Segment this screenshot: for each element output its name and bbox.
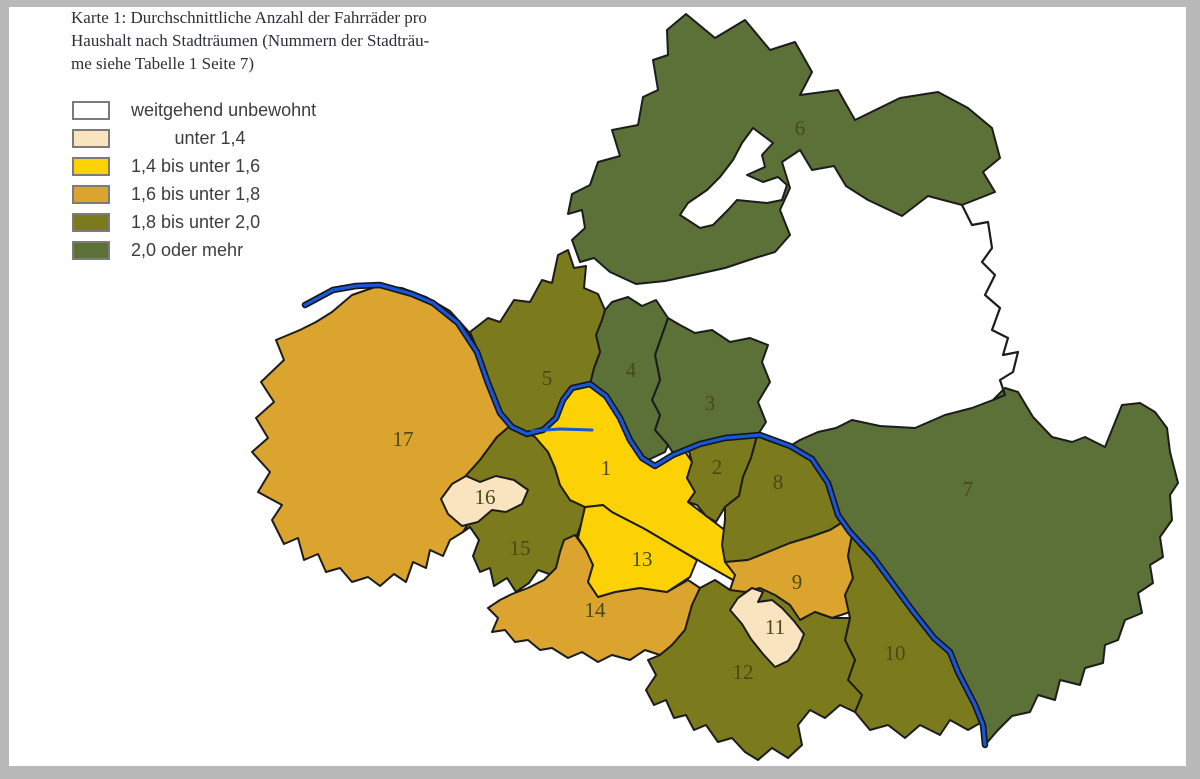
- legend-label-1: unter 1,4: [174, 127, 246, 148]
- map-title-line2: Haushalt nach Stadträumen (Nummern der S…: [71, 30, 430, 50]
- city-boundary-east: [961, 204, 1020, 402]
- region-label-1: 1: [601, 456, 612, 480]
- region-label-2: 2: [712, 455, 723, 479]
- legend-swatch-0: [72, 100, 110, 120]
- legend-row-2: 1,4 bis unter 1,6: [72, 152, 316, 180]
- river-side-channel: [530, 427, 594, 433]
- region-label-7: 7: [963, 477, 974, 501]
- legend-swatch-5: [72, 240, 110, 260]
- frame-bottom: [0, 766, 1200, 779]
- legend-label-3: 1,6 bis unter 1,8: [131, 183, 261, 204]
- legend-swatch-2: [72, 156, 110, 176]
- region-label-16: 16: [475, 485, 496, 509]
- legend-label-4: 1,8 bis unter 2,0: [131, 211, 261, 232]
- frame-right: [1186, 0, 1200, 779]
- region-11: [729, 587, 805, 668]
- region-16: [440, 475, 529, 527]
- map-title: Karte 1: Durchschnittliche Anzahl der Fa…: [71, 7, 481, 76]
- legend-swatch-4: [72, 212, 110, 232]
- region-6: [567, 13, 1001, 285]
- region-label-9: 9: [792, 570, 803, 594]
- frame-left: [0, 0, 9, 779]
- river-elbe: [303, 283, 987, 747]
- region-label-8: 8: [773, 470, 784, 494]
- region-label-11: 11: [765, 615, 785, 639]
- region-label-14: 14: [585, 598, 607, 622]
- region-label-4: 4: [626, 358, 637, 382]
- map-title-line1: Karte 1: Durchschnittliche Anzahl der Fa…: [71, 8, 427, 27]
- legend-label-2: 1,4 bis unter 1,6: [131, 155, 261, 176]
- uninhabited-cutout-airport: [679, 127, 788, 229]
- region-label-6: 6: [795, 116, 806, 140]
- region-label-5: 5: [542, 366, 553, 390]
- legend-row-0: weitgehend unbewohnt: [72, 96, 316, 124]
- frame-top: [0, 0, 1200, 7]
- region-12: [645, 579, 863, 761]
- region-label-13: 13: [632, 547, 653, 571]
- legend-row-3: 1,6 bis unter 1,8: [72, 180, 316, 208]
- legend-row-1: unter 1,4: [72, 124, 316, 152]
- legend-label-0: weitgehend unbewohnt: [131, 99, 317, 120]
- legend-swatch-1: [72, 128, 110, 148]
- region-label-17: 17: [393, 427, 414, 451]
- region-label-10: 10: [885, 641, 906, 665]
- map-title-line3: me siehe Tabelle 1 Seite 7): [71, 53, 255, 73]
- region-label-3: 3: [705, 391, 716, 415]
- legend: weitgehend unbewohnt unter 1,4 1,4 bis unt…: [72, 96, 316, 264]
- region-label-15: 15: [510, 536, 531, 560]
- legend-row-5: 2,0 oder mehr: [72, 236, 316, 264]
- legend-swatch-3: [72, 184, 110, 204]
- region-label-12: 12: [733, 660, 754, 684]
- legend-label-5: 2,0 oder mehr: [131, 239, 244, 260]
- legend-row-4: 1,8 bis unter 2,0: [72, 208, 316, 236]
